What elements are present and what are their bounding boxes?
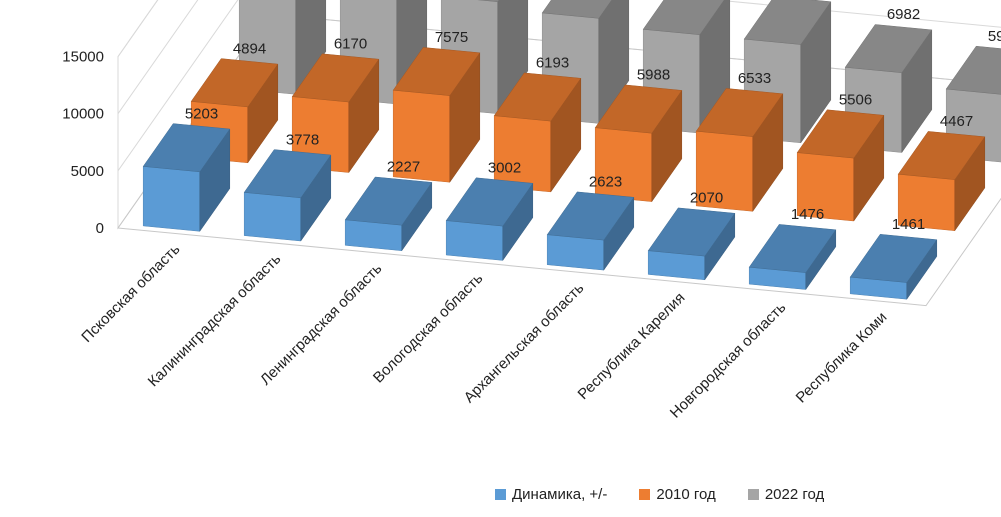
legend-label-dynamics: Динамика, +/- bbox=[512, 486, 608, 503]
bar bbox=[695, 88, 784, 213]
bar bbox=[392, 47, 481, 183]
y-axis-ticks: 0 5000 10000 15000 bbox=[62, 49, 104, 237]
data-label: 6982 bbox=[887, 6, 920, 23]
legend-swatch-dynamics bbox=[495, 489, 506, 500]
data-label: 5203 bbox=[185, 105, 218, 122]
data-label: 4894 bbox=[233, 40, 266, 57]
data-label: 1461 bbox=[892, 216, 925, 233]
bar bbox=[541, 0, 630, 125]
x-tick-label: Архангельская область bbox=[461, 279, 588, 406]
x-tick-label: Вологодская область bbox=[370, 270, 487, 387]
legend: Динамика, +/- 2010 год 2022 год bbox=[495, 486, 856, 503]
y-tick-label: 0 bbox=[96, 220, 104, 237]
bar bbox=[493, 72, 582, 193]
bar bbox=[142, 123, 231, 233]
bar bbox=[748, 224, 837, 291]
data-label: 4467 bbox=[940, 113, 973, 130]
bar bbox=[594, 84, 683, 203]
legend-swatch-2010 bbox=[639, 489, 651, 500]
x-tick-label: Новгородская область bbox=[667, 299, 790, 422]
x-tick-label: Республика Коми bbox=[793, 309, 891, 407]
chart-bars bbox=[142, 0, 1001, 300]
data-label: 5928 bbox=[988, 28, 1001, 45]
data-labels: 1009799489802919586118603698259284894617… bbox=[185, 6, 1001, 233]
legend-label-2022: 2022 год bbox=[764, 486, 825, 503]
data-label: 5988 bbox=[637, 67, 670, 84]
bar bbox=[344, 176, 433, 252]
x-tick-label: Псковская область bbox=[78, 241, 183, 346]
data-label: 2623 bbox=[589, 174, 622, 191]
legend-label-2010: 2010 год bbox=[656, 486, 716, 503]
y-tick-label: 10000 bbox=[62, 106, 104, 123]
data-label: 2070 bbox=[690, 190, 723, 207]
legend-item-2010: 2010 год bbox=[639, 486, 716, 503]
y-tick-label: 5000 bbox=[71, 163, 104, 180]
data-label: 1476 bbox=[791, 206, 824, 223]
data-label: 7575 bbox=[435, 29, 468, 46]
bar bbox=[849, 234, 938, 300]
data-label: 6170 bbox=[334, 36, 367, 53]
bar bbox=[445, 177, 534, 262]
x-tick-label: Республика Карелия bbox=[575, 289, 689, 403]
data-label: 3002 bbox=[488, 160, 521, 177]
bar bbox=[796, 109, 885, 222]
legend-swatch-2022 bbox=[747, 489, 759, 500]
data-label: 6533 bbox=[738, 70, 771, 87]
gridline bbox=[117, 0, 199, 114]
y-tick-label: 15000 bbox=[62, 49, 104, 66]
x-tick-label: Ленинградская область bbox=[257, 260, 386, 389]
data-label: 6193 bbox=[536, 55, 569, 72]
bar bbox=[546, 191, 635, 271]
bar bbox=[897, 131, 986, 232]
bar bbox=[647, 207, 736, 281]
data-label: 2227 bbox=[387, 159, 420, 176]
bar bbox=[243, 149, 332, 242]
legend-item-2022: 2022 год bbox=[747, 486, 825, 503]
data-label: 3778 bbox=[286, 131, 319, 148]
legend-item-dynamics: Динамика, +/- bbox=[495, 486, 607, 503]
data-label: 5506 bbox=[839, 92, 872, 109]
